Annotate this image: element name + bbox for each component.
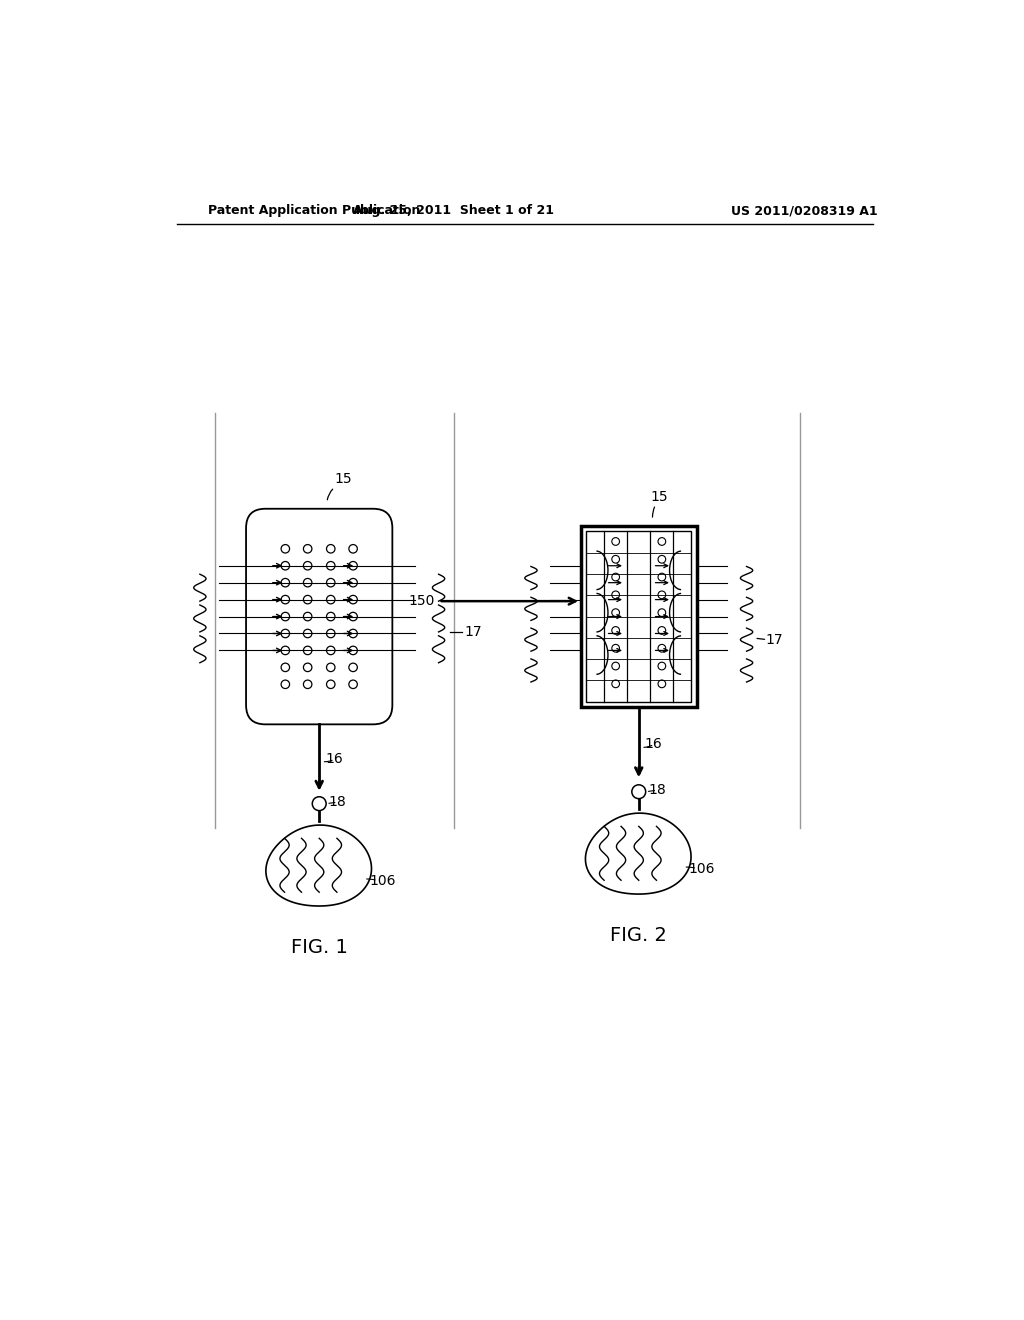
Circle shape (327, 663, 335, 672)
Text: 18: 18 (329, 795, 346, 809)
Circle shape (303, 680, 312, 689)
Circle shape (312, 797, 326, 810)
Circle shape (611, 627, 620, 635)
Circle shape (349, 630, 357, 638)
Circle shape (282, 663, 290, 672)
Text: Aug. 25, 2011  Sheet 1 of 21: Aug. 25, 2011 Sheet 1 of 21 (353, 205, 554, 218)
Text: 150: 150 (409, 594, 435, 609)
Circle shape (327, 578, 335, 587)
Circle shape (349, 663, 357, 672)
Polygon shape (266, 825, 372, 906)
Text: FIG. 1: FIG. 1 (291, 939, 347, 957)
Circle shape (658, 556, 666, 564)
Circle shape (303, 612, 312, 620)
Circle shape (658, 573, 666, 581)
Circle shape (282, 578, 290, 587)
Circle shape (658, 627, 666, 635)
Circle shape (658, 591, 666, 599)
Text: 17: 17 (464, 624, 481, 639)
Text: 106: 106 (370, 874, 395, 887)
Text: 15: 15 (335, 473, 352, 487)
Text: 106: 106 (689, 862, 716, 875)
Circle shape (349, 612, 357, 620)
Circle shape (611, 663, 620, 669)
Circle shape (611, 556, 620, 564)
Circle shape (303, 561, 312, 570)
Circle shape (282, 612, 290, 620)
Circle shape (303, 630, 312, 638)
Circle shape (349, 595, 357, 603)
Circle shape (658, 609, 666, 616)
Bar (581, 527, 696, 708)
Text: 18: 18 (648, 783, 666, 797)
Circle shape (303, 578, 312, 587)
Circle shape (327, 595, 335, 603)
Circle shape (282, 545, 290, 553)
Circle shape (282, 630, 290, 638)
Circle shape (349, 680, 357, 689)
Circle shape (349, 561, 357, 570)
Circle shape (327, 680, 335, 689)
Circle shape (349, 578, 357, 587)
Circle shape (303, 663, 312, 672)
Circle shape (282, 561, 290, 570)
Text: 17: 17 (766, 632, 783, 647)
Text: FIG. 2: FIG. 2 (610, 927, 668, 945)
Circle shape (303, 545, 312, 553)
Circle shape (611, 609, 620, 616)
Circle shape (303, 647, 312, 655)
Circle shape (611, 644, 620, 652)
Circle shape (658, 680, 666, 688)
Bar (587, 532, 691, 702)
FancyBboxPatch shape (246, 508, 392, 725)
Circle shape (303, 595, 312, 603)
Circle shape (611, 537, 620, 545)
Circle shape (611, 680, 620, 688)
Circle shape (327, 561, 335, 570)
Text: 15: 15 (650, 490, 668, 504)
Circle shape (349, 545, 357, 553)
Circle shape (658, 537, 666, 545)
Text: Patent Application Publication: Patent Application Publication (208, 205, 420, 218)
Text: 16: 16 (645, 737, 663, 751)
Circle shape (282, 680, 290, 689)
Circle shape (632, 785, 646, 799)
Text: US 2011/0208319 A1: US 2011/0208319 A1 (731, 205, 878, 218)
Circle shape (282, 595, 290, 603)
Circle shape (611, 573, 620, 581)
Circle shape (611, 591, 620, 599)
Text: 16: 16 (326, 752, 343, 766)
Circle shape (349, 647, 357, 655)
Circle shape (282, 647, 290, 655)
Circle shape (658, 663, 666, 669)
Circle shape (327, 545, 335, 553)
Circle shape (327, 612, 335, 620)
Circle shape (327, 630, 335, 638)
Circle shape (658, 644, 666, 652)
Circle shape (327, 647, 335, 655)
Polygon shape (586, 813, 691, 894)
